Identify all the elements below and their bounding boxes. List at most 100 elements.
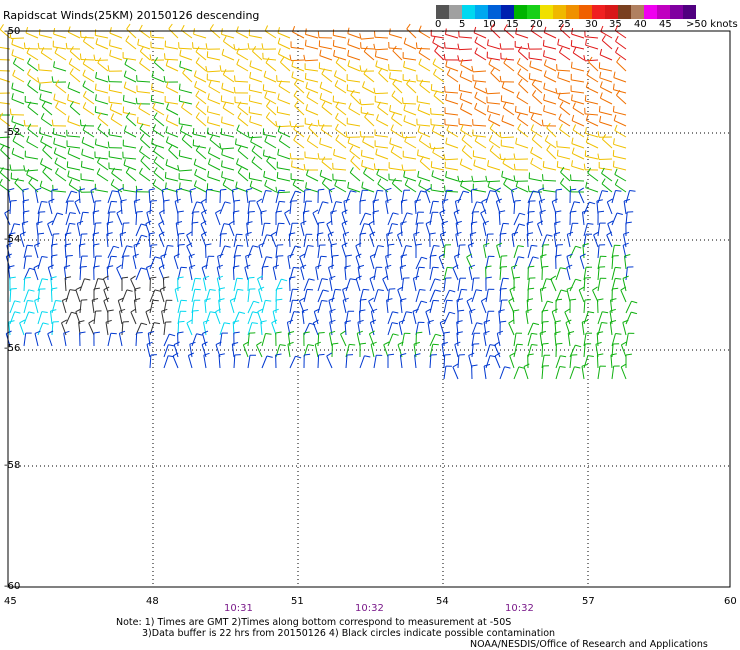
wind-barb [487, 110, 501, 116]
wind-barb-flag [295, 355, 302, 359]
wind-barb [326, 223, 333, 237]
wind-barb-flag [518, 223, 525, 226]
wind-barb [149, 200, 152, 215]
wind-barb-flag [75, 308, 82, 313]
wind-barb-flag [189, 187, 196, 191]
wind-barb-flag [383, 341, 390, 346]
wind-barb [445, 112, 459, 116]
wind-barbs [0, 23, 638, 380]
wind-barb-flag [23, 42, 26, 49]
wind-barb [249, 186, 263, 193]
wind-barb-flag [498, 309, 505, 312]
wind-barb-flag [233, 320, 240, 323]
wind-barb [305, 78, 319, 83]
wind-barb-flag [279, 200, 286, 203]
wind-barb [613, 120, 627, 127]
wind-barb [26, 174, 39, 182]
wind-barb-flag [174, 198, 181, 202]
lat-label-54: -54 [4, 234, 21, 245]
wind-barb [546, 127, 557, 138]
wind-barb-flag [275, 331, 282, 334]
wind-barb [175, 223, 179, 237]
wind-barb-flag [67, 147, 71, 154]
wind-barb [588, 61, 599, 72]
wind-barb [344, 267, 347, 281]
wind-barb [513, 212, 520, 226]
wind-barb-flag [466, 297, 473, 302]
wind-barb-flag [377, 245, 384, 248]
wind-barb [8, 322, 11, 336]
wind-barb-flag [615, 46, 619, 53]
wind-barb-flag [123, 70, 127, 77]
wind-barb [147, 333, 151, 347]
legend-label: 30 [585, 19, 598, 30]
wind-barb-flag [615, 333, 622, 335]
wind-barb [139, 51, 151, 61]
wind-barb [361, 165, 375, 171]
wind-barb [614, 173, 627, 182]
wind-barb [461, 150, 473, 160]
wind-barb [572, 152, 585, 160]
wind-barb [277, 130, 291, 138]
wind-barb [541, 355, 545, 369]
wind-barb [123, 189, 137, 193]
wind-barb [67, 99, 81, 105]
wind-barb [293, 139, 305, 149]
wind-barb [179, 123, 193, 127]
wind-barb [103, 300, 109, 314]
wind-barb [165, 65, 179, 72]
wind-barb [485, 190, 491, 204]
wind-barb [474, 52, 487, 61]
wind-barb-flag [69, 212, 76, 214]
wind-barb [586, 141, 599, 149]
wind-barb [401, 278, 404, 292]
wind-barb-flag [40, 47, 45, 53]
wind-barb-flag [532, 256, 539, 259]
wind-barb-flag [299, 253, 306, 258]
wind-barb-flag [531, 79, 536, 85]
wind-barb [193, 164, 207, 171]
wind-barb [23, 245, 28, 259]
wind-barb [172, 355, 179, 369]
wind-barb [429, 255, 431, 270]
wind-barb-flag [179, 60, 182, 67]
wind-barb-flag [107, 75, 110, 82]
wind-barb-flag [587, 355, 594, 357]
wind-barb [276, 80, 291, 83]
wind-barb-flag [165, 136, 169, 143]
wind-barb-flag [217, 264, 223, 268]
wind-barb [221, 54, 235, 61]
wind-barb [445, 176, 459, 182]
wind-barb [95, 43, 109, 50]
wind-barb-flag [289, 232, 296, 235]
wind-barb [530, 163, 543, 171]
wind-barb [517, 63, 529, 72]
wind-barb [444, 47, 459, 50]
wind-barb [151, 100, 165, 105]
wind-barb [247, 311, 253, 325]
wind-barb [429, 354, 432, 369]
wind-barb-flag [71, 190, 78, 194]
wind-barb-flag [403, 37, 407, 44]
wind-barb [82, 129, 95, 138]
wind-barb [293, 95, 305, 105]
wind-barb [149, 245, 152, 259]
wind-barb [544, 75, 557, 83]
wind-barb [531, 84, 543, 94]
wind-barb [187, 355, 193, 369]
wind-barb-flag [540, 287, 547, 290]
wind-barb-flag [28, 177, 33, 184]
wind-barb-flag [288, 331, 295, 334]
wind-barb-flag [474, 47, 478, 54]
wind-barb-flag [232, 342, 239, 345]
wind-barb [375, 145, 389, 149]
wind-barb [404, 184, 417, 193]
wind-barb [583, 277, 586, 292]
wind-barb [579, 256, 585, 270]
wind-barb-flag [614, 24, 619, 31]
wind-barb [569, 245, 576, 259]
wind-barb-flag [277, 125, 281, 132]
wind-barb-flag [38, 83, 41, 90]
wind-barb [12, 75, 25, 83]
wind-barb-flag [186, 242, 193, 247]
